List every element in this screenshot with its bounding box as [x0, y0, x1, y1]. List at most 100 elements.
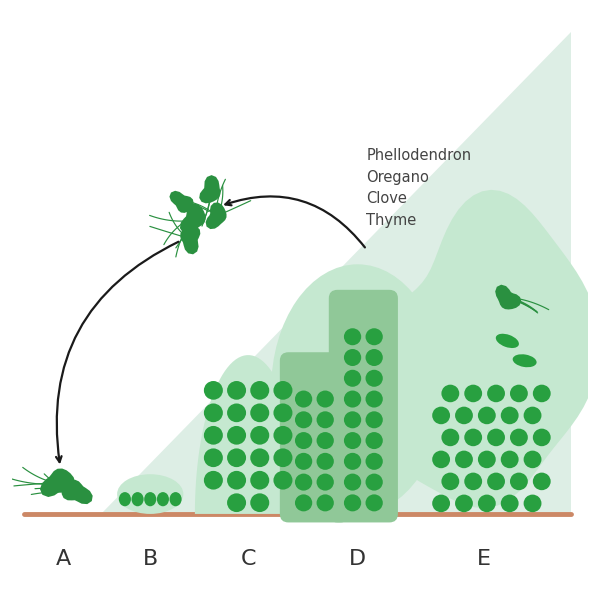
Ellipse shape — [317, 494, 334, 511]
Ellipse shape — [295, 411, 312, 428]
Ellipse shape — [487, 428, 505, 446]
Ellipse shape — [170, 492, 182, 506]
Text: B: B — [143, 549, 158, 569]
Ellipse shape — [501, 407, 518, 424]
Ellipse shape — [512, 354, 536, 367]
Polygon shape — [495, 285, 521, 310]
Ellipse shape — [344, 328, 361, 345]
Ellipse shape — [533, 385, 551, 402]
Ellipse shape — [274, 471, 292, 489]
Ellipse shape — [227, 449, 246, 467]
Ellipse shape — [365, 349, 383, 366]
Ellipse shape — [365, 411, 383, 428]
Polygon shape — [361, 190, 599, 508]
Ellipse shape — [274, 449, 292, 467]
Ellipse shape — [365, 473, 383, 491]
Ellipse shape — [524, 407, 541, 424]
Ellipse shape — [455, 450, 473, 468]
Ellipse shape — [442, 385, 459, 402]
Ellipse shape — [524, 450, 541, 468]
Text: A: A — [56, 549, 71, 569]
Ellipse shape — [510, 428, 528, 446]
Ellipse shape — [119, 492, 131, 506]
Ellipse shape — [496, 334, 519, 348]
Ellipse shape — [295, 391, 312, 408]
Ellipse shape — [464, 428, 482, 446]
Ellipse shape — [204, 381, 223, 400]
Ellipse shape — [295, 432, 312, 449]
Polygon shape — [62, 480, 92, 504]
Ellipse shape — [317, 432, 334, 449]
Ellipse shape — [295, 473, 312, 491]
FancyBboxPatch shape — [280, 352, 349, 522]
Ellipse shape — [250, 404, 269, 422]
Ellipse shape — [478, 407, 496, 424]
Ellipse shape — [501, 495, 518, 512]
Ellipse shape — [365, 370, 383, 387]
Ellipse shape — [442, 473, 459, 490]
Ellipse shape — [250, 471, 269, 489]
Ellipse shape — [533, 428, 551, 446]
Ellipse shape — [317, 391, 334, 408]
Ellipse shape — [464, 385, 482, 402]
Ellipse shape — [533, 473, 551, 490]
Ellipse shape — [464, 473, 482, 490]
Text: E: E — [478, 549, 491, 569]
Ellipse shape — [365, 453, 383, 470]
Ellipse shape — [432, 495, 450, 512]
Ellipse shape — [274, 426, 292, 444]
Ellipse shape — [250, 493, 269, 512]
Text: D: D — [349, 549, 366, 569]
Polygon shape — [195, 355, 301, 514]
Ellipse shape — [144, 492, 156, 506]
Ellipse shape — [227, 493, 246, 512]
Polygon shape — [181, 226, 200, 254]
Ellipse shape — [295, 453, 312, 470]
Ellipse shape — [455, 495, 473, 512]
Ellipse shape — [295, 494, 312, 511]
Ellipse shape — [317, 411, 334, 428]
Ellipse shape — [487, 473, 505, 490]
Ellipse shape — [204, 426, 223, 444]
Ellipse shape — [365, 432, 383, 449]
Polygon shape — [40, 469, 75, 497]
Ellipse shape — [271, 264, 444, 514]
Polygon shape — [206, 203, 227, 229]
Ellipse shape — [344, 370, 361, 387]
Ellipse shape — [510, 473, 528, 490]
Ellipse shape — [204, 471, 223, 489]
Ellipse shape — [344, 411, 361, 428]
Ellipse shape — [524, 495, 541, 512]
Ellipse shape — [274, 404, 292, 422]
Polygon shape — [101, 32, 571, 514]
Ellipse shape — [442, 428, 459, 446]
Ellipse shape — [317, 473, 334, 491]
Text: C: C — [241, 549, 256, 569]
Polygon shape — [180, 203, 206, 233]
Ellipse shape — [478, 450, 496, 468]
Polygon shape — [169, 191, 194, 213]
Ellipse shape — [250, 381, 269, 400]
Ellipse shape — [365, 391, 383, 408]
Ellipse shape — [510, 385, 528, 402]
Ellipse shape — [250, 449, 269, 467]
Ellipse shape — [344, 453, 361, 470]
Ellipse shape — [344, 349, 361, 366]
Ellipse shape — [365, 328, 383, 345]
Ellipse shape — [344, 391, 361, 408]
Ellipse shape — [317, 453, 334, 470]
Ellipse shape — [344, 494, 361, 511]
Ellipse shape — [227, 426, 246, 444]
Ellipse shape — [455, 407, 473, 424]
Ellipse shape — [501, 450, 518, 468]
Ellipse shape — [131, 492, 143, 506]
Ellipse shape — [432, 407, 450, 424]
Ellipse shape — [365, 494, 383, 511]
Ellipse shape — [227, 471, 246, 489]
Ellipse shape — [432, 450, 450, 468]
Ellipse shape — [344, 432, 361, 449]
Ellipse shape — [478, 495, 496, 512]
Ellipse shape — [157, 492, 169, 506]
Ellipse shape — [117, 474, 184, 514]
Ellipse shape — [274, 381, 292, 400]
